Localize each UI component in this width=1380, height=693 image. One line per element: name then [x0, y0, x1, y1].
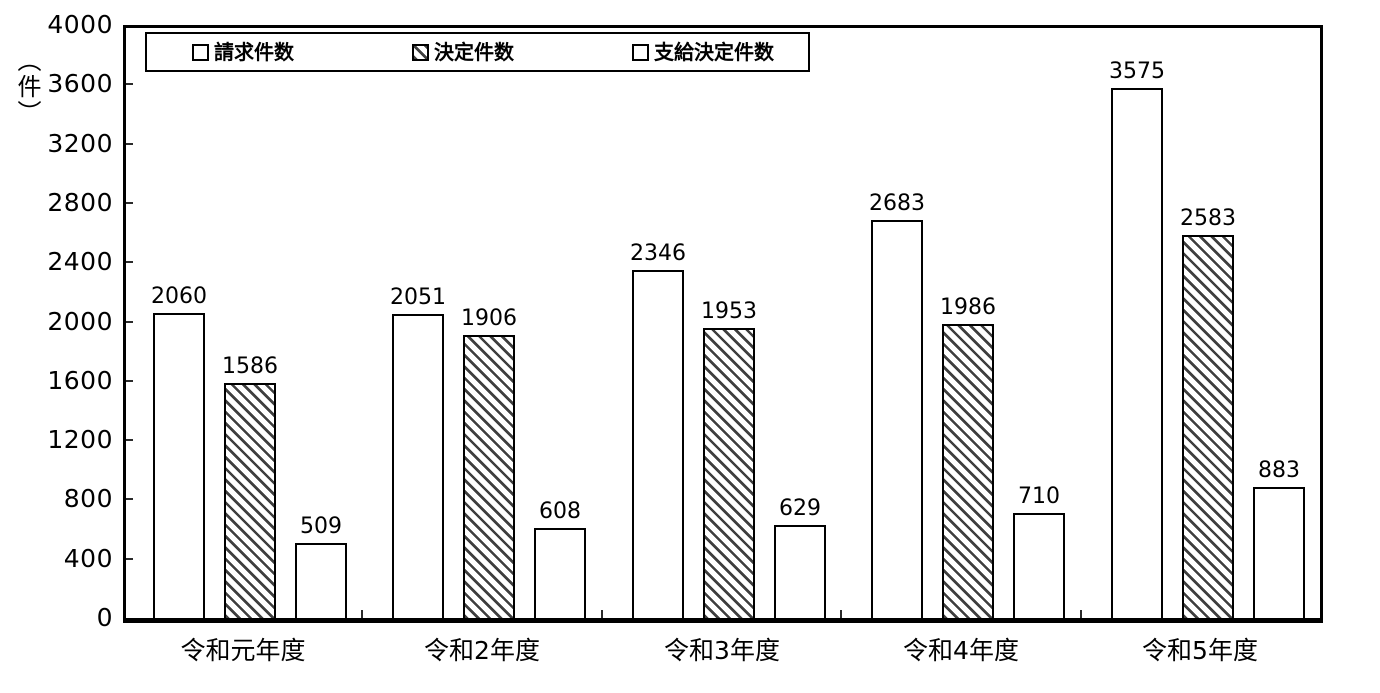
y-tick-label: 2000 [47, 307, 113, 336]
y-tick-label: 3200 [47, 129, 113, 158]
data-label: 1906 [461, 306, 517, 331]
y-tick-label: 800 [63, 484, 113, 513]
legend-item: 決定件数 [412, 41, 514, 63]
bar-dots-on-white [1111, 88, 1163, 620]
bar-dots-on-white [871, 220, 923, 620]
y-tick-mark [126, 498, 133, 500]
x-axis-line [123, 618, 1323, 623]
x-category-label: 令和5年度 [1142, 636, 1258, 665]
y-tick-mark [126, 439, 133, 441]
data-label: 3575 [1109, 59, 1165, 84]
y-tick-label: 1600 [47, 366, 113, 395]
y-tick-mark [126, 83, 133, 85]
legend-label: 支給決定件数 [654, 40, 774, 64]
y-tick-label: 4000 [47, 10, 113, 39]
x-category-label: 令和2年度 [424, 636, 540, 665]
data-label: 2051 [390, 285, 446, 310]
plot-border-right [1320, 25, 1323, 618]
data-label: 2346 [630, 241, 686, 266]
x-tick-mark [840, 610, 842, 618]
legend: 請求件数 決定件数 支給決定件数 [145, 32, 810, 72]
data-label: 608 [539, 499, 581, 524]
bar-dots-on-black [534, 528, 586, 620]
y-tick-label: 1200 [47, 425, 113, 454]
data-label: 2583 [1180, 206, 1236, 231]
bar-dots-on-black [1013, 513, 1065, 620]
bar-diagonal-hatch [1182, 235, 1234, 620]
bar-dots-on-black [1253, 487, 1305, 620]
data-label: 2060 [151, 284, 207, 309]
y-tick-label: 2800 [47, 188, 113, 217]
diagonal-hatch-legend-icon [412, 43, 429, 61]
data-label: 1586 [222, 354, 278, 379]
data-label: 1953 [701, 299, 757, 324]
data-label: 1986 [940, 295, 996, 320]
y-tick-mark [126, 143, 133, 145]
data-label: 883 [1258, 458, 1300, 483]
x-category-label: 令和4年度 [903, 636, 1019, 665]
bar-diagonal-hatch [703, 328, 755, 620]
y-axis-unit-label: （件） [13, 48, 41, 126]
plot-border-top [123, 25, 1323, 28]
y-tick-label: 2400 [47, 247, 113, 276]
y-tick-mark [126, 380, 133, 382]
y-tick-mark [126, 558, 133, 560]
x-category-label: 令和3年度 [664, 636, 780, 665]
y-tick-mark [126, 202, 133, 204]
plot-border-left [123, 25, 126, 618]
bar-diagonal-hatch [224, 383, 276, 620]
y-tick-label: 400 [63, 544, 113, 573]
legend-item: 請求件数 [192, 41, 294, 63]
bar-dots-on-black [295, 543, 347, 620]
y-tick-label: 0 [96, 603, 113, 632]
bar-dots-on-white [392, 314, 444, 620]
dots-on-white-legend-icon [192, 43, 209, 61]
dots-on-black-legend-icon [632, 43, 649, 61]
x-tick-mark [361, 610, 363, 618]
y-tick-mark [126, 321, 133, 323]
x-tick-mark [1080, 610, 1082, 618]
data-label: 509 [300, 514, 342, 539]
data-label: 710 [1018, 484, 1060, 509]
bar-dots-on-white [153, 313, 205, 620]
legend-label: 請求件数 [214, 40, 294, 64]
y-tick-label: 3600 [47, 69, 113, 98]
legend-item: 支給決定件数 [632, 41, 774, 63]
legend-label: 決定件数 [434, 40, 514, 64]
bar-dots-on-white [632, 270, 684, 620]
bar-diagonal-hatch [463, 335, 515, 620]
bar-diagonal-hatch [942, 324, 994, 620]
x-tick-mark [601, 610, 603, 618]
bar-dots-on-black [774, 525, 826, 620]
data-label: 2683 [869, 191, 925, 216]
y-tick-mark [126, 261, 133, 263]
x-category-label: 令和元年度 [180, 636, 306, 665]
data-label: 629 [779, 496, 821, 521]
